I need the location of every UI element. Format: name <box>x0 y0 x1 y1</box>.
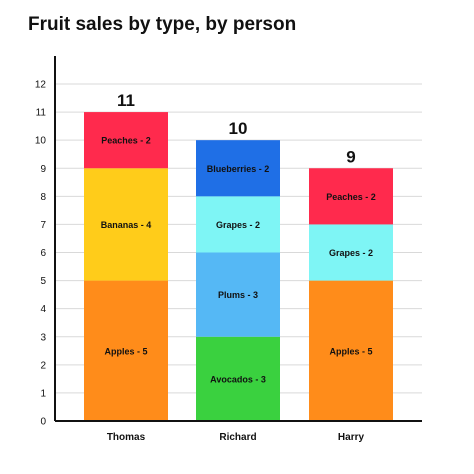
y-tick-label: 6 <box>40 248 46 259</box>
segment-label: Peaches - 2 <box>101 136 151 146</box>
bar-segment <box>84 280 168 421</box>
segment-label: Plums - 3 <box>218 290 258 300</box>
bar-segment <box>309 168 393 225</box>
chart-title: Fruit sales by type, by person <box>28 14 297 35</box>
segment-label: Bananas - 4 <box>101 220 152 230</box>
bar-segment <box>196 196 280 253</box>
bar-total-label: 9 <box>346 147 355 166</box>
y-tick-label: 8 <box>40 192 46 203</box>
segment-label: Apples - 5 <box>329 346 372 356</box>
segment-label: Peaches - 2 <box>326 192 376 202</box>
segment-label: Grapes - 2 <box>216 220 260 230</box>
x-category-label: Richard <box>219 432 256 443</box>
y-tick-label: 7 <box>40 220 46 231</box>
y-tick-label: 12 <box>35 80 47 91</box>
bar-segment <box>309 224 393 281</box>
y-tick-label: 1 <box>40 388 46 399</box>
segment-label: Avocados - 3 <box>210 374 266 384</box>
y-tick-label: 10 <box>35 136 47 147</box>
y-tick-label: 4 <box>40 304 46 315</box>
bar-segment <box>84 168 168 281</box>
bar-segment <box>84 112 168 169</box>
bar-total-label: 10 <box>229 119 248 138</box>
y-tick-label: 9 <box>40 164 46 175</box>
bar-segment <box>196 140 280 197</box>
y-tick-label: 11 <box>36 108 47 119</box>
x-category-label: Harry <box>338 432 365 443</box>
y-tick-label: 5 <box>40 276 46 287</box>
segment-label: Grapes - 2 <box>329 248 373 258</box>
x-category-label: Thomas <box>107 432 146 443</box>
bar-segment <box>309 280 393 421</box>
segment-label: Apples - 5 <box>104 346 147 356</box>
y-tick-label: 3 <box>40 332 46 343</box>
bar-segment <box>196 252 280 337</box>
y-tick-label: 0 <box>40 417 46 428</box>
segment-label: Blueberries - 2 <box>207 164 270 174</box>
bar-total-label: 11 <box>117 91 135 110</box>
y-tick-label: 2 <box>40 360 46 371</box>
bar-segment <box>196 336 280 421</box>
